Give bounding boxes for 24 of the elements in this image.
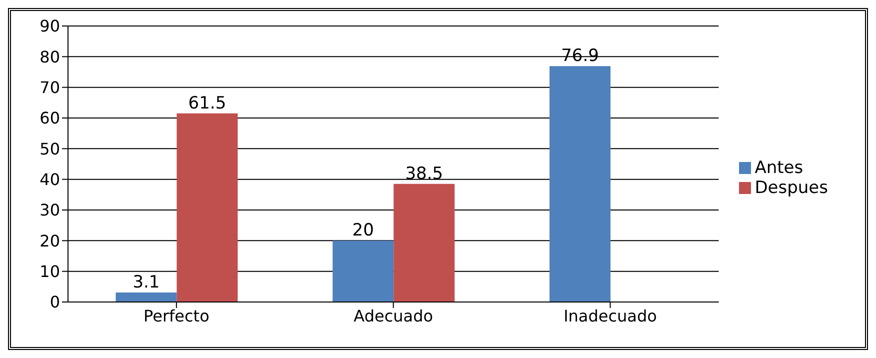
legend-label: Despues (754, 178, 828, 198)
y-tick-label: 80 (40, 47, 60, 66)
bar (176, 113, 238, 302)
data-label: 61.5 (188, 93, 226, 114)
y-tick-label: 40 (40, 170, 60, 190)
data-label: 20 (352, 220, 374, 241)
data-label: 38.5 (405, 164, 444, 184)
y-tick-label: 50 (40, 139, 60, 158)
data-label: 3.1 (132, 272, 160, 292)
y-tick-label: 20 (40, 231, 60, 250)
bar (550, 66, 611, 302)
y-tick-label: 30 (40, 200, 60, 220)
x-tick-label: Adecuado (354, 306, 434, 326)
bar (116, 292, 177, 302)
y-tick-label: 70 (40, 78, 60, 98)
y-tick-label: 10 (40, 262, 60, 282)
bar (332, 240, 394, 302)
x-tick-label: Perfecto (144, 306, 210, 326)
y-tick-label: 60 (40, 108, 60, 128)
legend-label: Antes (754, 158, 804, 178)
bar (394, 184, 455, 302)
y-tick-label: 0 (50, 292, 60, 312)
x-tick-label: Inadecuado (564, 306, 657, 326)
y-tick-label: 90 (40, 16, 60, 36)
